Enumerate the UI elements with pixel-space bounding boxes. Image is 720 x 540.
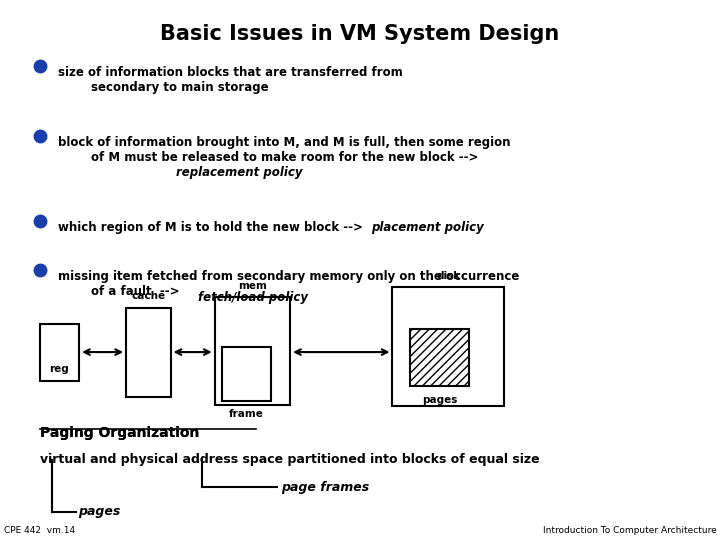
Text: pages: pages — [422, 395, 458, 405]
Text: mem: mem — [238, 280, 267, 291]
Text: fetch/load policy: fetch/load policy — [198, 291, 308, 303]
Text: size of information blocks that are transferred from
        secondary to main s: size of information blocks that are tran… — [58, 66, 402, 94]
Text: pages: pages — [78, 505, 120, 518]
Text: placement policy: placement policy — [371, 221, 484, 234]
Bar — [392, 287, 504, 406]
Bar — [410, 329, 469, 386]
Bar — [222, 347, 271, 401]
Bar — [126, 308, 171, 397]
Bar — [40, 324, 79, 381]
Text: Introduction To Computer Architecture: Introduction To Computer Architecture — [543, 525, 716, 535]
Text: reg: reg — [50, 364, 69, 374]
Text: frame: frame — [229, 409, 264, 420]
Text: Paging Organization: Paging Organization — [40, 426, 199, 440]
Text: Paging Organization: Paging Organization — [40, 426, 199, 440]
Text: Basic Issues in VM System Design: Basic Issues in VM System Design — [161, 24, 559, 44]
Text: block of information brought into M, and M is full, then some region
        of : block of information brought into M, and… — [58, 136, 510, 164]
Text: page frames: page frames — [281, 481, 369, 494]
Text: CPE 442  vm.14: CPE 442 vm.14 — [4, 525, 75, 535]
Text: disk: disk — [436, 271, 460, 281]
Text: missing item fetched from secondary memory only on the occurrence
        of a f: missing item fetched from secondary memo… — [58, 270, 519, 298]
Bar — [215, 297, 290, 405]
Text: cache: cache — [131, 291, 166, 301]
Text: which region of M is to hold the new block -->: which region of M is to hold the new blo… — [58, 221, 371, 234]
Text: replacement policy: replacement policy — [176, 166, 303, 179]
Text: virtual and physical address space partitioned into blocks of equal size: virtual and physical address space parti… — [40, 453, 539, 465]
